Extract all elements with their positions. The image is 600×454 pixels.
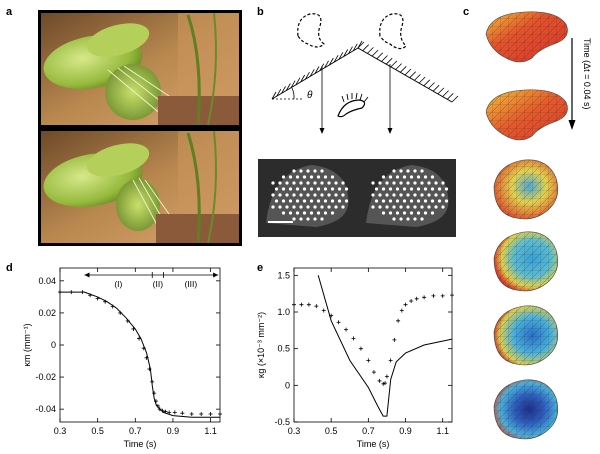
y-tick-label: -0.5 [274, 417, 290, 427]
data-point [371, 370, 376, 375]
leaf-icon [337, 92, 369, 118]
dashed-leaf-outline-left [297, 13, 325, 48]
data-point [292, 302, 296, 307]
y-tick-label: -0.02 [35, 372, 56, 382]
panel-c-curvature-maps: Time (Δt = 0.04 s) [485, 11, 592, 440]
photo-open-trap [41, 12, 239, 126]
mirror-surfaces [271, 40, 459, 103]
data-point [321, 308, 326, 313]
y-tick-label: 0 [51, 340, 56, 350]
flytrap-photos [38, 10, 242, 246]
data-point [366, 358, 371, 363]
data-point [431, 293, 436, 298]
chart-d: 0.3 0.5 0.7 0.9 1.1 0.04 0.02 0 -0.02 -0.04 Time (… [22, 267, 222, 449]
dot-pattern-right [366, 165, 449, 227]
data-point [392, 337, 397, 342]
data-point [152, 391, 157, 396]
data-point [381, 381, 386, 386]
data-point [377, 378, 382, 383]
phase-label: (III) [184, 279, 197, 289]
x-tick-label: 0.7 [129, 426, 142, 436]
plot-frame [293, 267, 453, 423]
x-tick-label: 0.5 [325, 426, 338, 436]
y-tick-label: 1.0 [277, 307, 290, 317]
panel-label-a: a [6, 6, 13, 18]
y-tick-label: 0.04 [38, 276, 56, 286]
x-axis-label: Time (s) [124, 439, 157, 449]
panel-label-d: d [6, 262, 13, 274]
data-point [299, 302, 304, 307]
x-tick-label: 0.3 [54, 426, 67, 436]
curvature-map-1 [485, 11, 568, 63]
data-point [383, 381, 388, 386]
data-point [314, 304, 319, 309]
series-line [317, 275, 453, 417]
x-tick-label: 0.9 [399, 426, 412, 436]
plot-frame [59, 267, 221, 423]
y-axis-label: κm (mm⁻¹) [22, 323, 32, 366]
data-point [199, 411, 204, 416]
x-tick-label: 1.1 [436, 426, 449, 436]
panel-label-e: e [257, 262, 264, 274]
data-point [403, 302, 408, 307]
curvature-map-4 [493, 231, 559, 292]
photo-closed-trap [41, 130, 239, 244]
phase-arrow-head-right [213, 272, 219, 278]
data-point [167, 410, 172, 415]
x-tick-label: 0.3 [288, 426, 301, 436]
panel-b-schematic: θ [271, 13, 459, 134]
data-point [388, 358, 393, 363]
y-axis-label: κg (×10⁻³ mm⁻²) [256, 312, 266, 378]
data-point [422, 295, 427, 300]
data-point [399, 308, 404, 313]
chart-e: 0.3 0.5 0.7 0.9 1.1 1.5 1.0 0.5 0 -0.5 Time (s) κg … [256, 267, 454, 449]
dot-pattern-left [266, 165, 349, 227]
phase-label: (II) [153, 279, 164, 289]
data-point [172, 410, 177, 415]
curvature-map-6 [493, 379, 559, 440]
angle-theta-label: θ [307, 90, 313, 101]
x-axis-label: Time (s) [357, 439, 390, 449]
data-point [189, 411, 194, 416]
time-axis-label: Time (Δt = 0.04 s) [582, 38, 592, 109]
data-point [409, 299, 414, 303]
y-tick-label: -0.04 [35, 404, 56, 414]
x-tick-label: 0.7 [362, 426, 375, 436]
curvature-map-3 [493, 159, 559, 220]
dashed-leaf-outline-right [379, 13, 407, 50]
data-point [384, 374, 389, 379]
x-tick-label: 0.9 [167, 426, 180, 436]
y-tick-label: 0 [285, 380, 290, 390]
data-point [180, 411, 185, 416]
data-point [208, 411, 213, 416]
y-tick-label: 0.02 [38, 308, 56, 318]
data-point [450, 293, 454, 298]
curvature-map-5 [493, 305, 559, 366]
data-point [336, 320, 341, 325]
data-point [351, 336, 356, 341]
phase-arrow-head-left [84, 272, 90, 278]
data-point [396, 318, 401, 323]
y-tick-label: 0.5 [277, 344, 290, 354]
data-point [414, 296, 419, 301]
x-tick-label: 0.5 [91, 426, 104, 436]
curvature-map-2 [485, 89, 568, 141]
x-tick-label: 1.1 [204, 426, 217, 436]
panel-label-b: b [257, 6, 264, 18]
data-point [440, 293, 445, 298]
leaf-dot-image [258, 159, 456, 237]
panel-label-c: c [463, 6, 470, 18]
y-tick-label: 1.5 [277, 270, 290, 280]
data-point [218, 411, 222, 416]
data-point [344, 327, 349, 332]
series-line [60, 291, 220, 418]
data-point [306, 302, 311, 307]
phase-label: (I) [114, 279, 122, 289]
data-point [358, 346, 363, 351]
